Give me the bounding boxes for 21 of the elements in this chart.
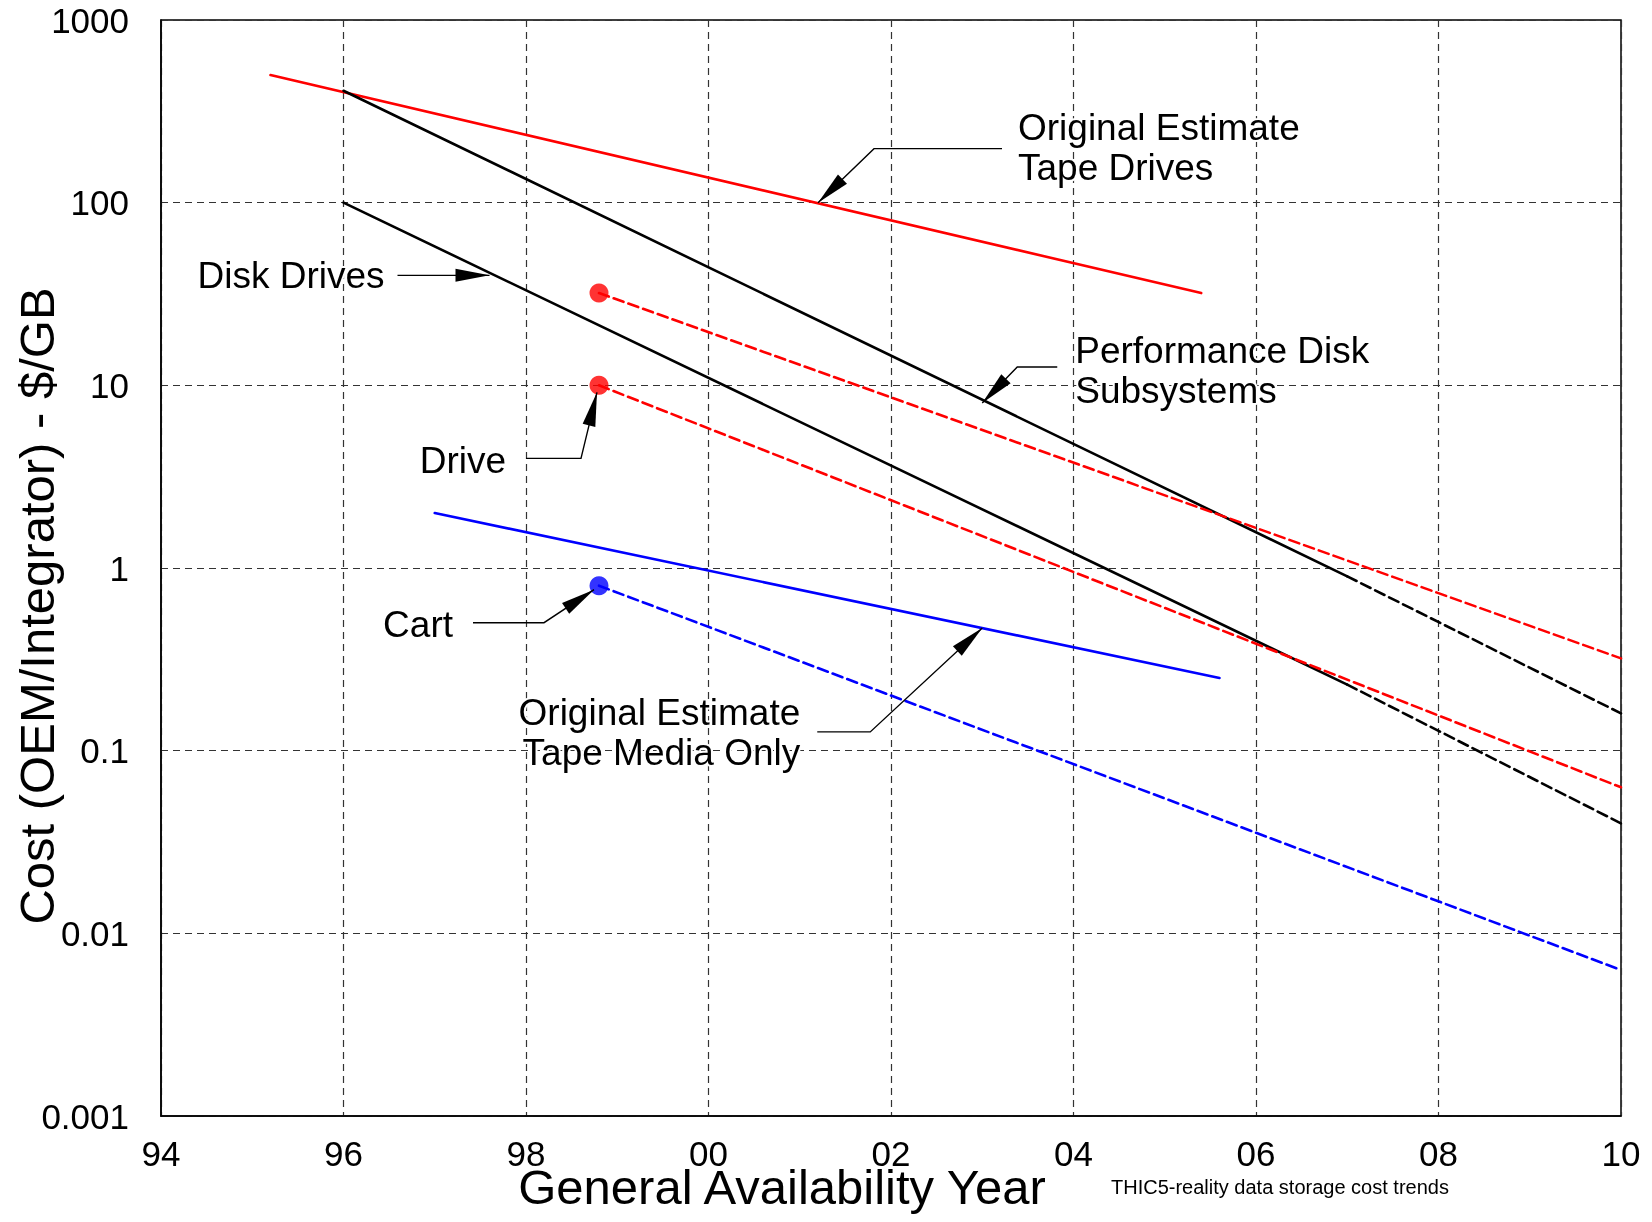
point (589, 576, 609, 596)
annotation: Performance Disk Subsystems (1075, 329, 1370, 411)
y-tick-label: 1000 (51, 0, 129, 40)
x-tick-label: 96 (324, 1134, 363, 1173)
y-tick-label: 1 (109, 548, 129, 588)
y-tick-label: 10 (90, 365, 129, 405)
y-tick-label: 100 (70, 183, 129, 223)
y-tick-label: 0.1 (80, 731, 129, 771)
annotation: Disk Drives (197, 254, 385, 296)
text: THIC5-reality data storage cost trends (1111, 1176, 1449, 1198)
x-tick-label: 94 (141, 1134, 181, 1173)
annotation: Drive (419, 439, 506, 481)
x-tick-label: 10 (1601, 1134, 1641, 1173)
annotation: Cart (383, 603, 454, 645)
x-tick-label: 08 (1419, 1134, 1458, 1173)
annotation: Original Estimate Tape Drives (1018, 106, 1300, 188)
x-tick-label: 04 (1054, 1134, 1093, 1173)
x-tick-label: 06 (1236, 1134, 1276, 1173)
point (589, 375, 609, 395)
y-tick-label: 0.001 (41, 1096, 129, 1136)
point (589, 283, 609, 303)
